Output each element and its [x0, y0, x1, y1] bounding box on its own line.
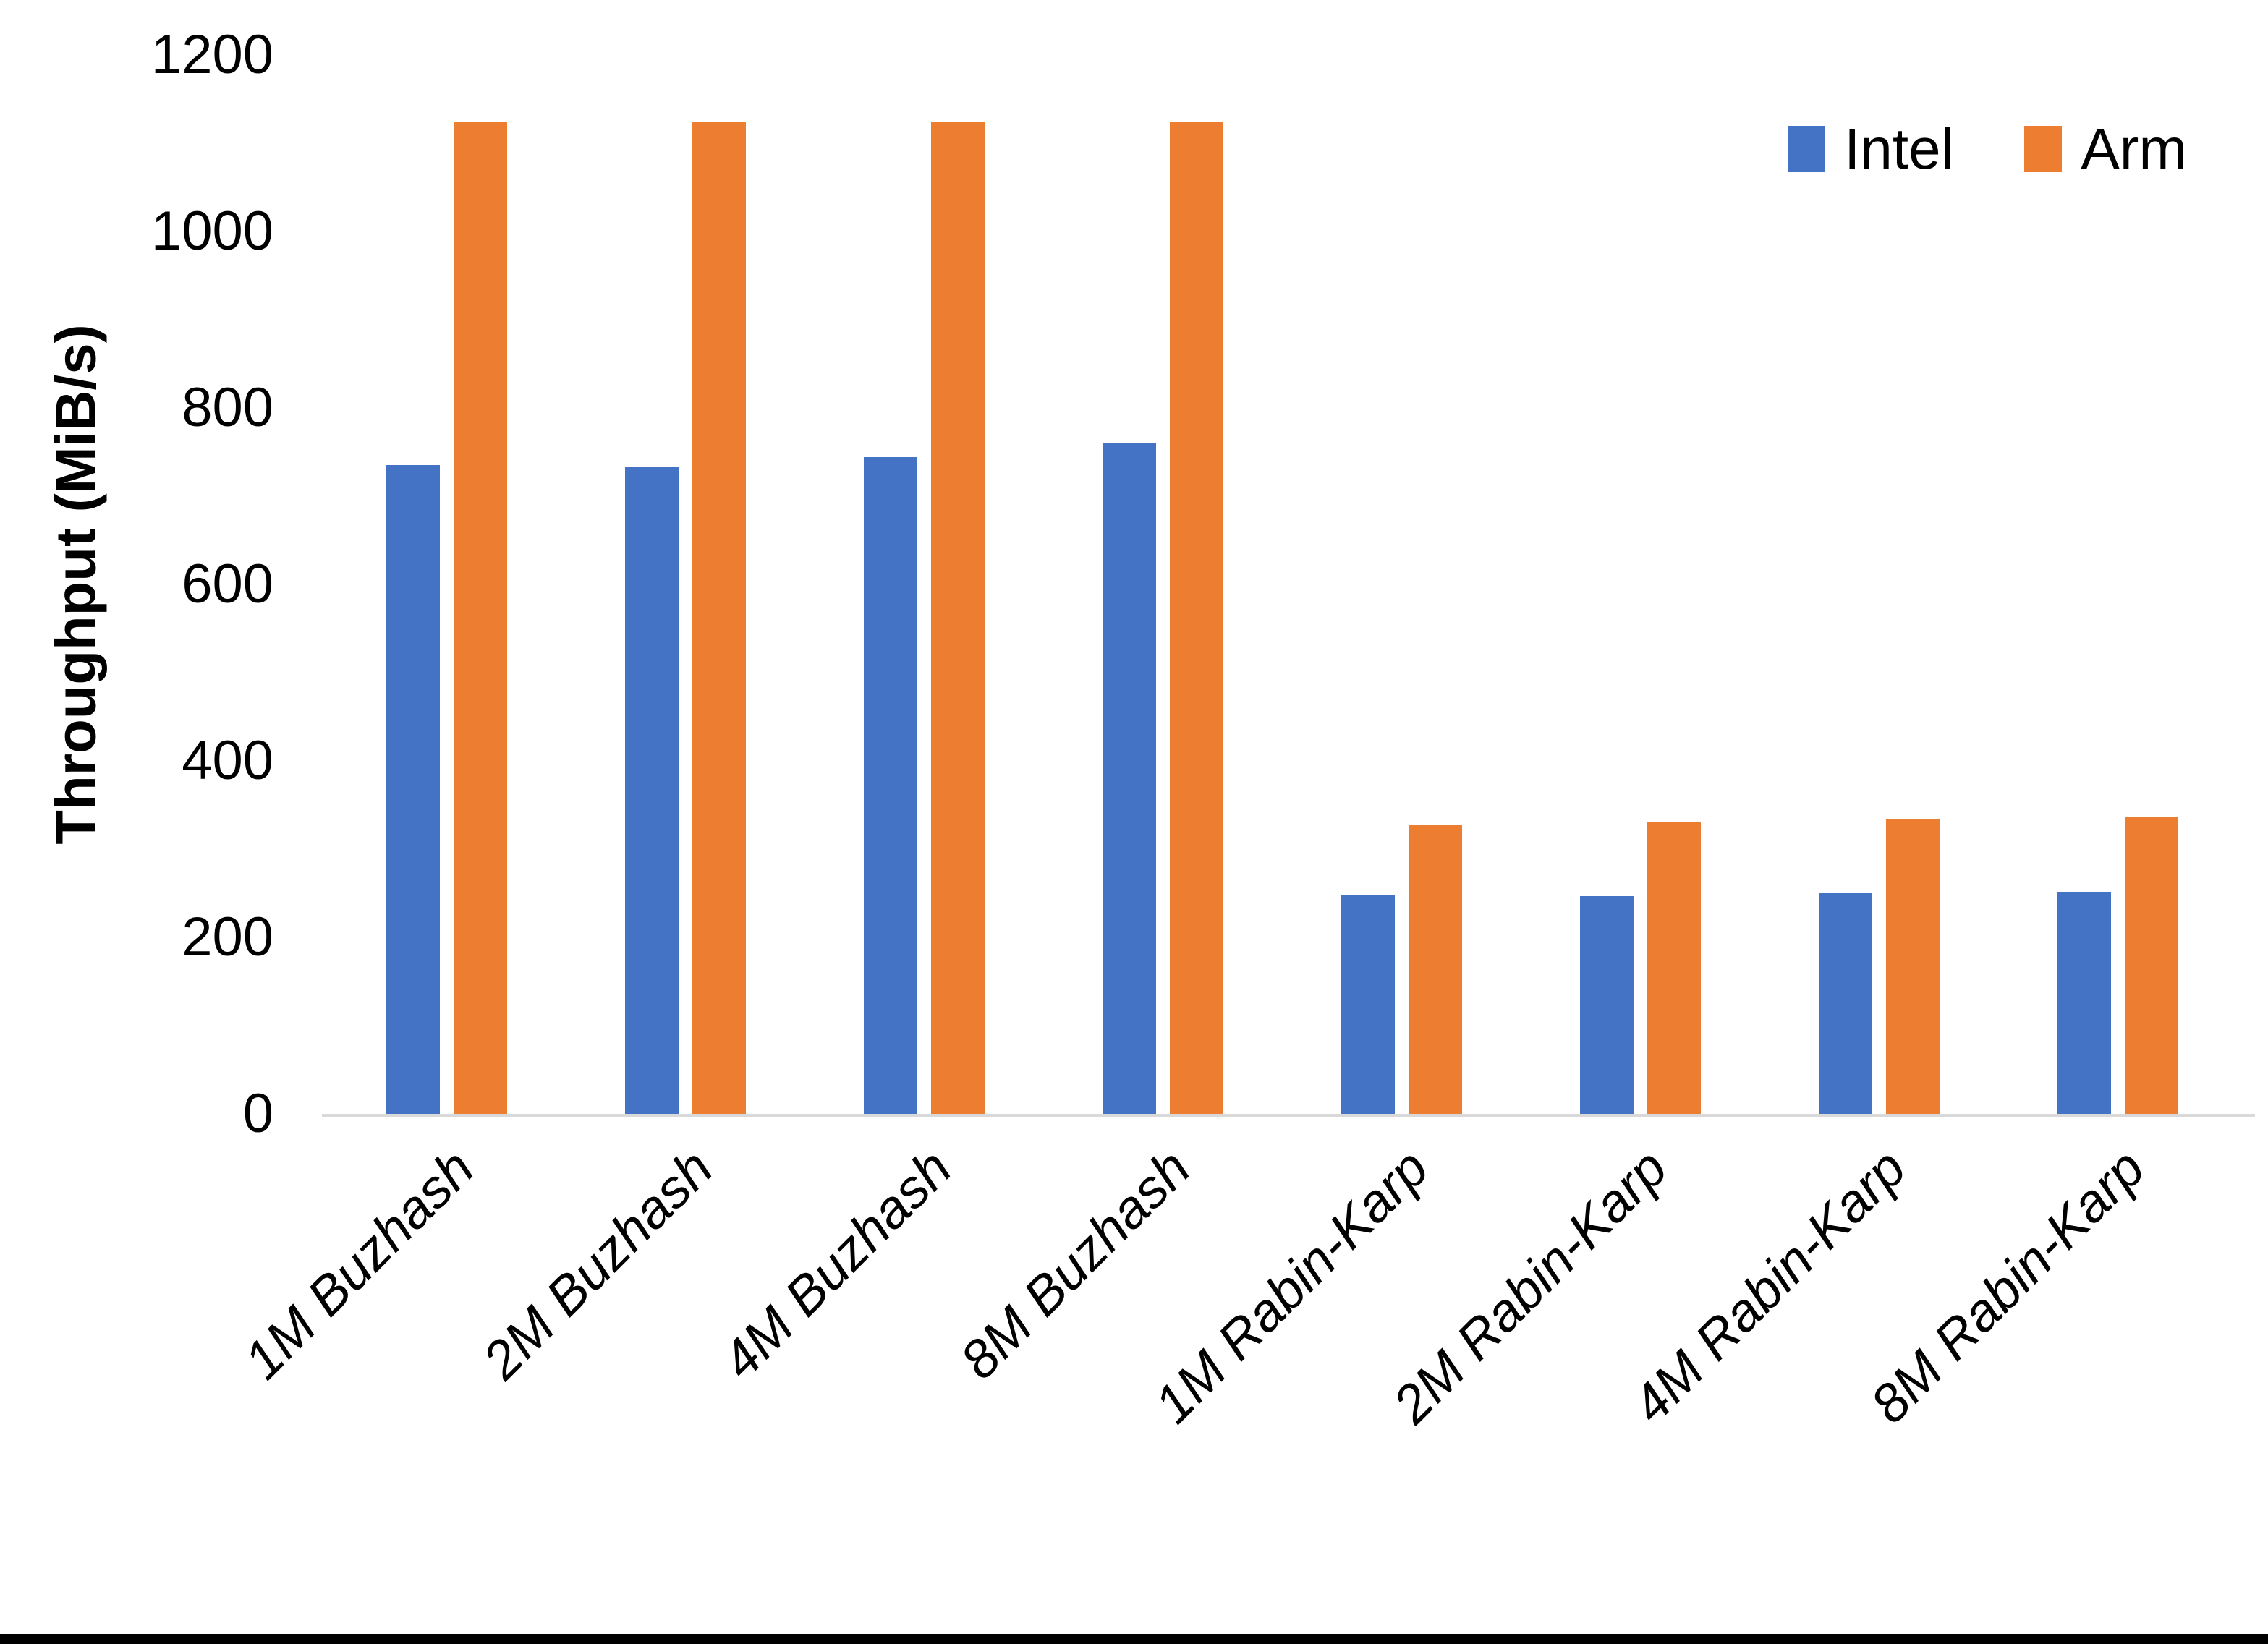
intel-bar	[1102, 443, 1156, 1114]
intel-bar	[624, 466, 679, 1114]
plot-area	[322, 55, 2255, 1114]
category-label: 2M Buzhash	[470, 1137, 724, 1391]
arm-bar	[1885, 819, 1940, 1114]
intel-bar	[863, 457, 917, 1114]
arm-bar	[930, 121, 985, 1114]
legend-swatch-icon	[1788, 126, 1826, 172]
y-tick-label: 0	[242, 1083, 273, 1144]
legend-label: Arm	[2081, 116, 2187, 181]
y-tick-label: 200	[182, 906, 273, 968]
category-label: 1M Buzhash	[232, 1137, 485, 1391]
category-label: 8M Buzhash	[948, 1137, 1202, 1391]
intel-bar	[386, 465, 440, 1114]
arm-bar	[2124, 817, 2178, 1114]
y-tick-label: 600	[182, 553, 273, 615]
arm-bar	[1169, 121, 1223, 1114]
legend-item-arm: Arm	[2024, 120, 2187, 178]
intel-bar	[1341, 895, 1395, 1114]
arm-bar	[1647, 822, 1701, 1114]
legend-swatch-icon	[2024, 126, 2063, 172]
x-axis-line	[322, 1114, 2255, 1117]
intel-bar	[1579, 895, 1634, 1114]
intel-bar	[1818, 893, 1872, 1114]
page-bottom-edge	[0, 1634, 2268, 1644]
category-label: 4M Buzhash	[709, 1137, 963, 1391]
y-tick-label: 1200	[150, 24, 273, 85]
y-tick-label: 400	[182, 730, 273, 791]
y-tick-label: 1000	[150, 200, 273, 262]
arm-bar	[692, 121, 746, 1114]
intel-bar	[2057, 891, 2111, 1114]
arm-bar	[453, 121, 507, 1114]
arm-bar	[1408, 825, 1462, 1114]
y-tick-label: 800	[182, 377, 273, 438]
legend-item-intel: Intel	[1788, 120, 1953, 178]
legend: Intel Arm	[1788, 120, 2187, 178]
legend-label: Intel	[1844, 116, 1954, 181]
